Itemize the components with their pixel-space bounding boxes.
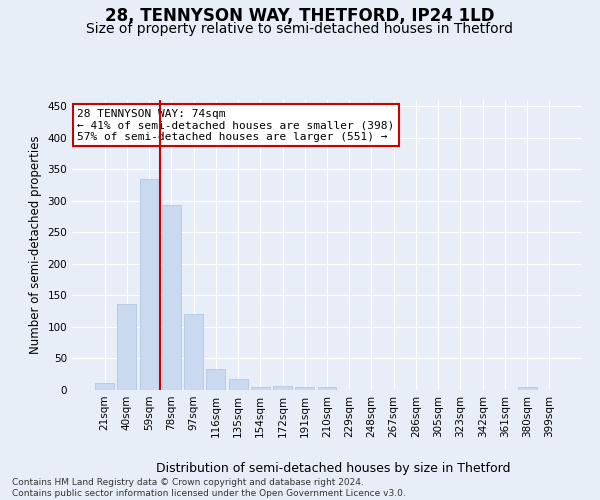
- Bar: [95, 383, 114, 390]
- Text: Distribution of semi-detached houses by size in Thetford: Distribution of semi-detached houses by …: [156, 462, 510, 475]
- Bar: [251, 387, 270, 390]
- Bar: [229, 378, 248, 390]
- Text: 28, TENNYSON WAY, THETFORD, IP24 1LD: 28, TENNYSON WAY, THETFORD, IP24 1LD: [105, 8, 495, 26]
- Bar: [273, 386, 292, 390]
- Text: Size of property relative to semi-detached houses in Thetford: Size of property relative to semi-detach…: [86, 22, 514, 36]
- Y-axis label: Number of semi-detached properties: Number of semi-detached properties: [29, 136, 42, 354]
- Bar: [518, 388, 536, 390]
- Bar: [118, 304, 136, 390]
- Bar: [162, 206, 181, 390]
- Bar: [206, 369, 225, 390]
- Bar: [317, 388, 337, 390]
- Text: 28 TENNYSON WAY: 74sqm
← 41% of semi-detached houses are smaller (398)
57% of se: 28 TENNYSON WAY: 74sqm ← 41% of semi-det…: [77, 108, 394, 142]
- Text: Contains HM Land Registry data © Crown copyright and database right 2024.
Contai: Contains HM Land Registry data © Crown c…: [12, 478, 406, 498]
- Bar: [295, 387, 314, 390]
- Bar: [184, 314, 203, 390]
- Bar: [140, 179, 158, 390]
